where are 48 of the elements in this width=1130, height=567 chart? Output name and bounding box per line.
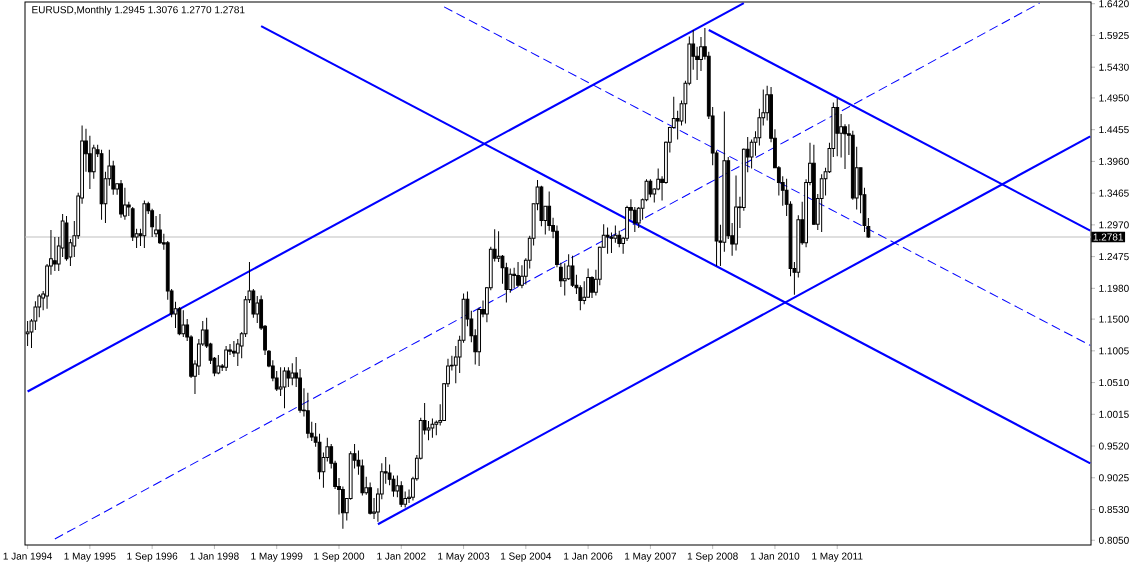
x-tick-label: 1 Jan 1998 [190,552,239,560]
x-tick-label: 1 May 1999 [251,552,303,562]
y-tick-label: 1.2475 [1099,253,1129,261]
x-tick-label: 1 Sep 2000 [314,552,365,562]
x-tick-label: 1 Sep 1996 [127,552,178,562]
candlestick [843,123,847,170]
candlestick [181,309,186,338]
candlestick [582,280,587,305]
y-tick-label: 1.3465 [1099,189,1129,197]
candlestick [232,340,236,358]
x-tick-label: 1 Jan 1994 [3,552,53,560]
candlestick [224,345,229,372]
y-tick-label: 0.8530 [1099,505,1129,514]
candlestick [290,362,295,386]
y-tick-label: 1.3960 [1099,157,1129,165]
y-tick-label: 1.0015 [1099,410,1129,418]
x-tick-label: 1 Jan 2002 [377,552,426,560]
y-tick-label: 1.1980 [1099,284,1129,292]
y-tick-label: 0.9520 [1099,442,1129,450]
x-tick-label: 1 Sep 2008 [687,552,738,562]
candlestick [516,261,520,288]
y-tick-label: 1.1500 [1099,315,1129,323]
candlestick [282,366,287,409]
y-tick-label: 1.1005 [1099,347,1129,355]
candlestick [52,236,57,272]
y-tick-label: 1.5430 [1099,63,1129,71]
y-tick-label: 1.4950 [1099,94,1129,102]
x-tick-label: 1 Sep 2004 [501,552,552,562]
chart-title: EURUSD,Monthly 1.2945 1.3076 1.2770 1.2781 [32,5,245,16]
candlestick [286,366,291,388]
y-tick-label: 1.5925 [1099,31,1129,39]
candlestick [508,267,513,294]
y-tick-label: 0.8050 [1099,536,1129,544]
candlestick [305,392,310,439]
candlestick [605,226,610,255]
x-tick-label: 1 Jan 2010 [750,552,800,560]
y-tick-label: 1.6420 [1099,0,1129,8]
x-tick-label: 1 Jan 2006 [564,552,613,560]
y-tick-label: 1.2970 [1099,221,1129,229]
candlestick [426,420,431,441]
y-tick-label: 1.0510 [1099,379,1129,387]
y-tick-label: 1.4455 [1099,126,1129,134]
y-tick-label: 0.9025 [1099,474,1129,482]
x-tick-label: 1 May 2007 [625,552,676,562]
x-tick-label: 1 May 2003 [438,552,490,562]
x-tick-label: 1 May 1995 [64,552,116,562]
x-tick-label: 1 May 2011 [812,552,863,562]
ref-line-label: 1.2781 [1093,233,1123,241]
